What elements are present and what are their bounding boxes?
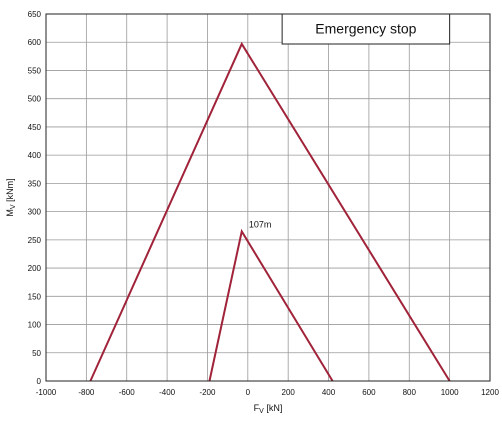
x-tick-label: 800 [403, 388, 417, 397]
y-tick-label: 600 [28, 38, 42, 47]
x-tick-label: 200 [282, 388, 296, 397]
x-axis-label: FV [kN] [254, 403, 283, 415]
x-axis-label-main: F [254, 403, 260, 413]
y-tick-label: 400 [28, 151, 42, 160]
annotations: 107m [249, 219, 272, 229]
chart-title-box [281, 13, 451, 45]
x-tick-labels: -1000 -800 -600 -400 -200 0 200 400 600 800 1000 12… [36, 388, 500, 397]
y-axis-label-sub: V [10, 204, 17, 209]
x-tick-label: 1000 [441, 388, 459, 397]
y-tick-label: 150 [28, 292, 42, 301]
y-tick-label: 650 [28, 10, 42, 19]
x-tick-label: -1000 [36, 388, 57, 397]
x-tick-label: 400 [322, 388, 336, 397]
y-tick-label: 300 [28, 208, 42, 217]
x-tick-label: -400 [159, 388, 176, 397]
x-tick-label: -800 [78, 388, 95, 397]
y-tick-labels: 0 50 100 150 200 250 300 350 400 450 500 550 600 650 [28, 10, 42, 386]
chart-title: Emergency stop [315, 21, 416, 37]
x-axis-label-sub: V [259, 408, 264, 415]
y-axis-label: MV [kNm] [5, 178, 17, 216]
y-axis-label-main: M [5, 209, 15, 217]
y-tick-label: 350 [28, 179, 42, 188]
series-line-2 [208, 228, 334, 382]
series-lines [89, 41, 451, 382]
y-tick-label: 550 [28, 66, 42, 75]
annotation-label: 107m [249, 219, 272, 229]
y-tick-label: 50 [32, 349, 41, 358]
y-tick-label: 200 [28, 264, 42, 273]
x-tick-label: -600 [119, 388, 136, 397]
x-axis-label-unit: [kN] [264, 403, 283, 413]
y-tick-label: 100 [28, 321, 42, 330]
x-tick-label: 1200 [481, 388, 499, 397]
y-tick-label: 500 [28, 95, 42, 104]
y-tick-label: 0 [37, 377, 42, 386]
series-line-1 [89, 41, 451, 382]
x-tick-label: 0 [246, 388, 251, 397]
y-tick-label: 450 [28, 123, 42, 132]
y-axis-label-unit: [kNm] [5, 178, 15, 204]
plot-frame [45, 13, 491, 382]
y-tick-label: 250 [28, 236, 42, 245]
x-tick-label: 600 [362, 388, 376, 397]
grid [45, 13, 491, 382]
x-tick-label: -200 [199, 388, 216, 397]
